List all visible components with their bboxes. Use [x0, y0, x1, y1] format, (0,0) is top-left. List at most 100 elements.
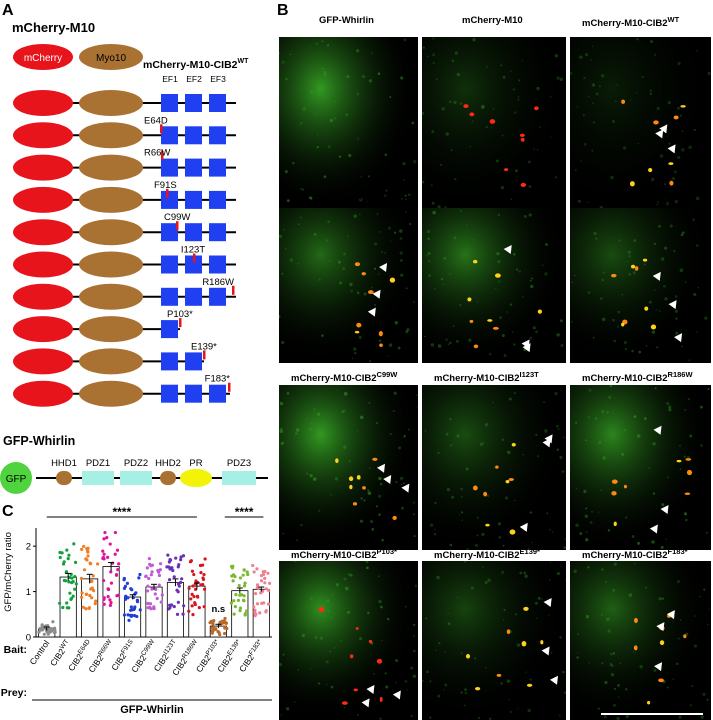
data-point: [189, 559, 193, 563]
construct-row: I123T: [13, 245, 236, 278]
data-point: [223, 631, 227, 636]
myo10-domain: [79, 283, 143, 310]
puncta: [489, 119, 496, 124]
data-point: [241, 598, 246, 602]
ef1-label: EF1: [162, 74, 178, 84]
arrowhead: [361, 698, 370, 708]
mutation-mark: [193, 253, 196, 263]
significance-2: ****: [235, 505, 254, 519]
data-point: [150, 570, 154, 574]
data-point: [84, 607, 88, 611]
ns-label: n.s: [211, 604, 225, 615]
data-point: [147, 557, 151, 561]
data-point: [86, 554, 90, 558]
data-point: [251, 563, 255, 568]
data-point: [211, 628, 215, 632]
puncta: [633, 645, 638, 651]
puncta: [658, 678, 664, 683]
data-point: [201, 577, 206, 582]
gfp-domain: [0, 462, 32, 494]
data-point: [181, 554, 186, 558]
data-point: [252, 570, 256, 574]
data-point: [65, 548, 69, 552]
data-point: [234, 593, 238, 597]
micrograph-label: mCherry-M10-CIB2P103*: [291, 547, 397, 562]
pr-domain: [180, 469, 212, 487]
ef-hand-box: [185, 384, 202, 403]
micrograph-image: [422, 385, 566, 550]
data-point: [243, 612, 247, 616]
puncta: [504, 168, 509, 172]
data-point: [101, 556, 105, 560]
mutation-label: E139*: [191, 341, 217, 352]
arrowhead: [521, 339, 530, 349]
puncta: [467, 297, 472, 302]
micrograph-label: mCherry-M10-CIB2E64D: [291, 193, 396, 208]
data-point: [166, 553, 170, 557]
data-point: [115, 594, 119, 598]
micrograph-image: [279, 37, 418, 210]
arrowhead: [660, 504, 669, 514]
data-point: [82, 568, 87, 572]
ef-hand-box: [161, 287, 178, 306]
data-point: [238, 576, 243, 580]
data-point: [179, 558, 183, 562]
data-point: [47, 626, 51, 630]
data-point: [85, 547, 89, 551]
construct-row: F183*: [13, 374, 231, 407]
data-point: [91, 574, 95, 578]
micrograph-image: [422, 208, 566, 363]
data-point: [211, 620, 215, 624]
puncta: [520, 137, 525, 142]
data-point: [71, 594, 75, 598]
data-point: [233, 605, 237, 609]
data-point: [242, 594, 246, 598]
micrograph-label: mCherry-M10-CIB2C99W: [291, 370, 398, 385]
data-point: [108, 598, 112, 602]
data-point: [82, 544, 86, 549]
data-point: [180, 577, 184, 581]
ef-hand-box: [185, 94, 202, 112]
data-point: [243, 581, 247, 585]
data-point: [238, 606, 243, 610]
micrograph-label: mCherry-M10-CIB2WT: [582, 15, 680, 30]
data-point: [193, 601, 197, 605]
puncta: [492, 326, 499, 330]
puncta: [389, 277, 396, 283]
data-point: [267, 581, 272, 585]
arrowhead: [656, 622, 665, 632]
puncta: [368, 290, 374, 295]
micrograph-label: mCherry-M10-CIB2E139*: [434, 547, 540, 562]
data-point: [242, 568, 246, 572]
ef-hand-box: [209, 158, 226, 177]
mutation-mark: [176, 221, 179, 231]
data-point: [177, 563, 181, 567]
data-point: [263, 576, 267, 580]
ef-hand-box: [185, 255, 202, 274]
data-point: [245, 570, 249, 574]
data-point: [254, 612, 258, 616]
puncta: [463, 104, 469, 109]
data-point: [187, 609, 191, 613]
data-point: [114, 573, 119, 577]
mcherry-m10-title: mCherry-M10: [12, 20, 96, 35]
data-point: [123, 597, 128, 601]
data-point: [102, 596, 106, 600]
puncta: [623, 484, 628, 489]
data-point: [154, 587, 158, 591]
arrowhead: [674, 333, 683, 343]
micrograph-label: mCherry-M10-CIB2F91S: [582, 193, 686, 208]
y-tick-label: 2: [26, 542, 31, 553]
puncta: [379, 696, 383, 703]
data-point: [148, 562, 152, 566]
pdz2-domain: [120, 471, 152, 485]
data-point: [74, 582, 78, 586]
data-point: [171, 568, 175, 573]
puncta: [629, 181, 635, 187]
myo10-domain: [79, 219, 143, 246]
micrograph-image: [279, 561, 418, 720]
mutation-label: R186W: [202, 277, 234, 288]
arrowhead: [377, 463, 386, 473]
svg-text:GFP: GFP: [6, 474, 27, 485]
arrowhead: [655, 129, 664, 139]
